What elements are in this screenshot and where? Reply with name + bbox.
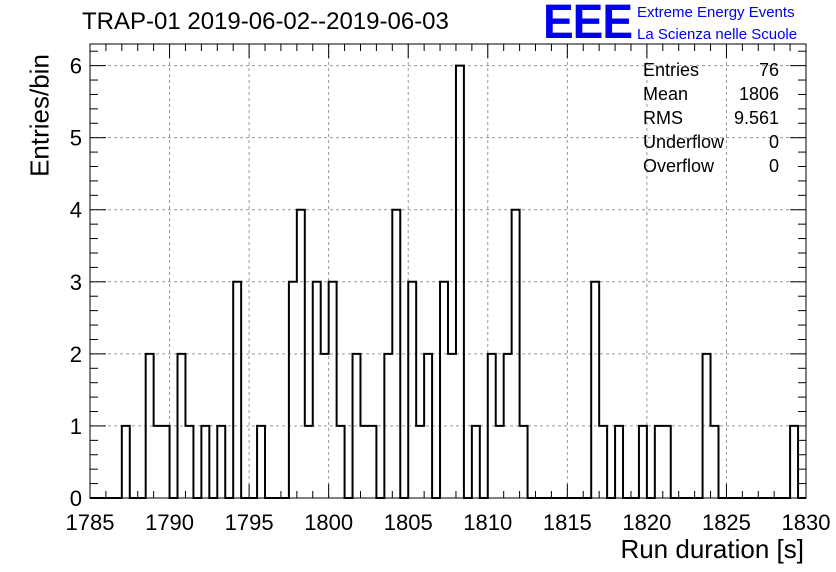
x-tick-label: 1785 — [66, 510, 115, 535]
stats-row-overflow: Overflow 0 — [643, 154, 779, 178]
histogram-bin — [639, 426, 647, 498]
histogram-bin — [599, 426, 607, 498]
stats-value: 0 — [768, 132, 779, 152]
histogram-bin — [655, 426, 663, 498]
histogram-bin — [233, 282, 241, 498]
stats-label: Overflow — [643, 156, 715, 176]
x-tick-label: 1790 — [145, 510, 194, 535]
histogram-bin — [201, 426, 209, 498]
stats-value: 1806 — [738, 84, 779, 104]
eee-logo: EEE — [543, 0, 633, 49]
histogram-bin — [472, 426, 480, 498]
chart-title: TRAP-01 2019-06-02--2019-06-03 — [82, 8, 449, 35]
histogram-bin — [711, 426, 719, 498]
histogram-bin — [496, 426, 504, 498]
x-axis-label: Run duration [s] — [620, 534, 804, 564]
histogram-bin — [408, 282, 416, 498]
stats-value: 76 — [758, 60, 779, 80]
logo-line-1: Extreme Energy Events — [637, 4, 795, 21]
histogram-bin — [663, 426, 671, 498]
histogram-bin — [217, 426, 225, 498]
histogram-bin — [337, 426, 345, 498]
stats-box: Entries 76 Mean 1806 RMS 9.561 Underflow… — [643, 58, 779, 178]
x-tick-label: 1830 — [782, 510, 831, 535]
x-tick-label: 1815 — [543, 510, 592, 535]
y-tick-label: 6 — [70, 54, 82, 79]
x-tick-label: 1810 — [463, 510, 512, 535]
histogram-bin — [313, 282, 321, 498]
y-tick-label: 3 — [70, 270, 82, 295]
histogram-bin — [154, 426, 162, 498]
stats-row-rms: RMS 9.561 — [643, 106, 779, 130]
histogram-bin — [289, 282, 297, 498]
histogram-bin — [591, 282, 599, 498]
y-tick-label: 0 — [70, 486, 82, 511]
stats-label: RMS — [643, 108, 683, 128]
histogram-bin — [360, 426, 368, 498]
stats-value: 9.561 — [733, 108, 779, 128]
histogram-bin — [305, 426, 313, 498]
x-tick-label: 1805 — [384, 510, 433, 535]
histogram-bin — [329, 282, 337, 498]
histogram-bin — [162, 426, 170, 498]
stats-label: Underflow — [643, 132, 725, 152]
y-tick-label: 2 — [70, 342, 82, 367]
stats-label: Entries — [643, 60, 700, 80]
histogram-bin — [368, 426, 376, 498]
histogram-bin — [416, 426, 424, 498]
stats-row-mean: Mean 1806 — [643, 82, 779, 106]
y-tick-label: 5 — [70, 126, 82, 151]
y-tick-label: 4 — [70, 198, 82, 223]
y-axis-label: Entries/bin — [24, 54, 55, 177]
y-tick-label: 1 — [70, 414, 82, 439]
histogram-bin — [440, 282, 448, 498]
stats-label: Mean — [643, 84, 689, 104]
histogram-bin — [790, 426, 798, 498]
histogram-bin — [185, 426, 193, 498]
plot-frame — [89, 43, 807, 499]
histogram-bin — [520, 426, 528, 498]
x-tick-label: 1825 — [702, 510, 751, 535]
x-tick-label: 1800 — [304, 510, 353, 535]
logo-line-2: La Scienza nelle Scuole — [637, 26, 798, 43]
histogram-bin — [257, 426, 265, 498]
histogram-bin — [122, 426, 130, 498]
x-tick-label: 1820 — [622, 510, 671, 535]
stats-value: 0 — [768, 156, 779, 176]
histogram-bin — [615, 426, 623, 498]
stats-row-underflow: Underflow 0 — [643, 130, 779, 154]
stats-row-entries: Entries 76 — [643, 58, 779, 82]
x-tick-label: 1795 — [225, 510, 274, 535]
